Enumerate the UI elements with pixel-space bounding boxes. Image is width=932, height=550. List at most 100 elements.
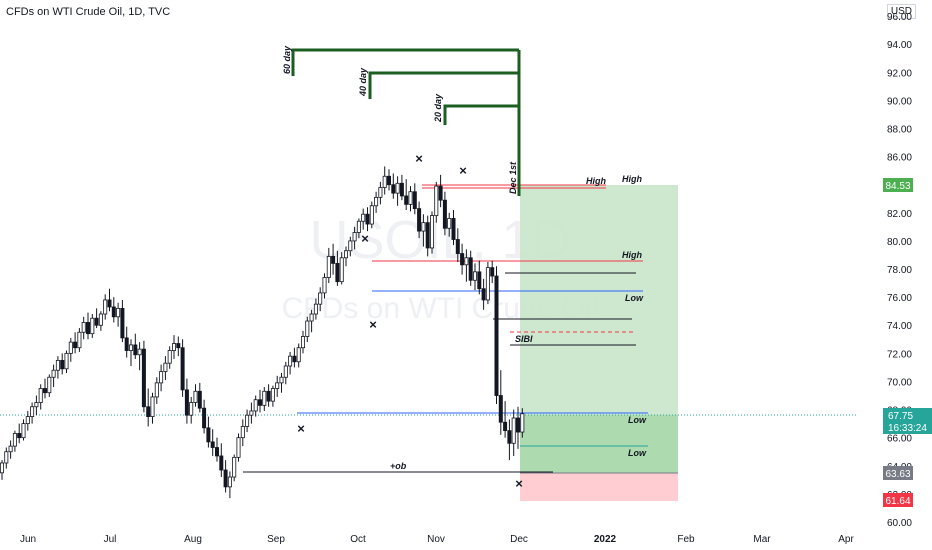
candle-body (180, 347, 185, 391)
candle-body (184, 389, 189, 416)
chart-title: CFDs on WTI Crude Oil, 1D, TVC (6, 6, 171, 18)
x-tick-label: Feb (677, 534, 695, 545)
candle-body (503, 421, 508, 432)
candle-body (25, 416, 30, 425)
candle-body (361, 213, 366, 222)
candle-body (369, 205, 374, 225)
candle-body (309, 313, 314, 322)
candle-body (189, 402, 194, 416)
candle-body (86, 322, 91, 335)
candle-body (21, 423, 26, 439)
candle-body (412, 191, 417, 209)
candle-body (335, 263, 340, 283)
candle-body (202, 407, 207, 429)
x-tick-label: Dec (510, 534, 528, 545)
label-low-1: Low (625, 293, 644, 303)
candle-body (17, 433, 22, 439)
candle-body (68, 341, 73, 354)
risk-zone (520, 473, 678, 501)
candle-body (98, 313, 103, 326)
candle-body (163, 362, 168, 373)
y-tick-label: 82.00 (887, 209, 912, 220)
y-tick-label: 94.00 (887, 40, 912, 51)
candle-body (395, 182, 400, 194)
candle-body (391, 184, 396, 194)
label-40-day: 40 day (358, 67, 368, 97)
candle-body (348, 240, 353, 252)
bracket-group (291, 48, 521, 196)
y-tick-label: 70.00 (887, 377, 912, 388)
price-badge-stop: 61.64 (883, 493, 913, 507)
candle-body (47, 376, 52, 394)
candle-body (352, 232, 357, 242)
candle-body (30, 406, 35, 417)
candle-body (300, 336, 305, 349)
candle-body (455, 239, 460, 254)
candle-body (257, 399, 262, 406)
y-tick-label: 66.00 (887, 434, 912, 445)
candle-body (266, 390, 271, 402)
candle-body (60, 359, 65, 370)
candle-body (107, 299, 112, 308)
y-tick-label: 88.00 (887, 124, 912, 135)
y-tick-label: 80.00 (887, 237, 912, 248)
candle-body (472, 271, 477, 281)
candle-body (421, 222, 426, 232)
candle-body (197, 390, 202, 409)
candle-body (116, 307, 121, 318)
candle-body (210, 441, 215, 448)
candle-body (283, 365, 288, 378)
candle-body (378, 187, 383, 198)
y-tick-label: 60.00 (887, 518, 912, 529)
candle-body (481, 288, 486, 301)
label-high-3: High (622, 250, 642, 260)
label-sibi: SIBI (515, 334, 533, 344)
y-axis[interactable]: 96.0094.0092.0090.0088.0086.0084.0082.00… (887, 12, 912, 529)
candle-body (55, 359, 60, 371)
candle-body (240, 426, 245, 439)
x-axis[interactable]: Jun Jul Aug Sep Oct Nov Dec 2022 Feb Mar Apr (20, 534, 855, 545)
price-badge-entry-text: 63.63 (885, 469, 910, 480)
candle-body (447, 218, 452, 229)
candle-body (490, 267, 495, 277)
candle-body (292, 355, 297, 363)
candle-body (442, 199, 447, 229)
x-marks: × × × × × × (297, 151, 523, 491)
candle-body (8, 445, 13, 453)
candle-body (249, 410, 254, 416)
x-mark-5: × (297, 421, 305, 436)
x-tick-label: 2022 (594, 534, 617, 545)
candle-body (159, 371, 164, 384)
candle-body (374, 196, 379, 207)
label-60-day: 60 day (282, 45, 292, 74)
candle-body (339, 257, 344, 283)
candle-body (146, 406, 151, 417)
candle-body (253, 399, 258, 412)
price-badge-target-text: 84.53 (885, 181, 910, 192)
candle-body (77, 331, 82, 349)
y-tick-label: 74.00 (887, 321, 912, 332)
candle-body (382, 175, 387, 188)
x-tick-label: Mar (753, 534, 771, 545)
candle-body (154, 382, 159, 398)
candle-body (460, 253, 465, 266)
x-mark-6: × (515, 476, 523, 491)
candle-body (245, 414, 250, 427)
candle-body (232, 456, 237, 478)
x-tick-label: Apr (838, 534, 854, 545)
profit-zone (520, 185, 678, 415)
candle-body (193, 390, 198, 403)
candle-body (520, 413, 525, 433)
profit-zone-filled (520, 415, 678, 473)
candle-body (150, 396, 155, 417)
candle-body (399, 182, 404, 197)
x-mark-2: × (459, 163, 467, 178)
candle-body (94, 317, 99, 326)
y-tick-label: 86.00 (887, 153, 912, 164)
label-high-2: High (622, 174, 642, 184)
bracket-20-day (443, 104, 519, 125)
candle-body (34, 402, 39, 408)
label-20-day: 20 day (433, 93, 443, 123)
candle-body (90, 317, 95, 335)
